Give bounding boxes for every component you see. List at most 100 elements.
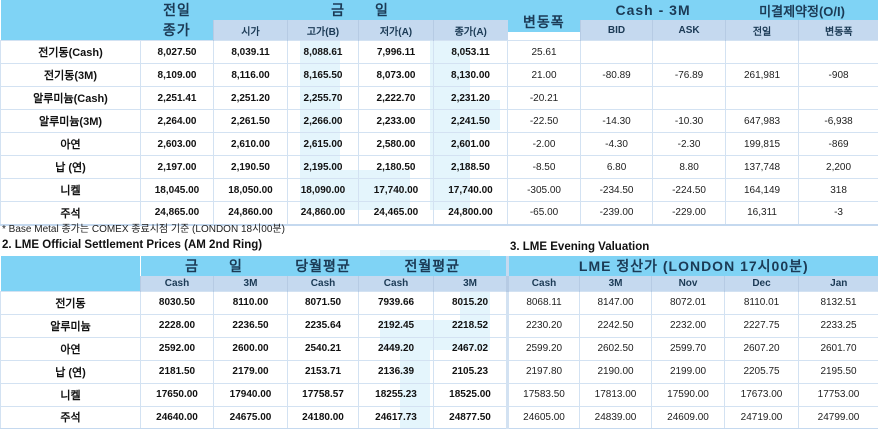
open: 18,050.00 — [213, 178, 288, 202]
low: 17,740.00 — [358, 178, 434, 202]
row-label: 니켈 — [0, 178, 141, 202]
header-prev-close-bottom: 종가 — [140, 20, 214, 41]
row-label: 전기동(Cash) — [0, 40, 141, 64]
open: 2,190.50 — [213, 155, 288, 179]
prev-month-3m: 2467.02 — [433, 336, 509, 361]
section2-title: 2. LME Official Settlement Prices (AM 2n… — [2, 239, 263, 251]
eval-jan: 2233.25 — [798, 313, 878, 338]
bid: -4.30 — [580, 132, 654, 156]
header-today-cash: Cash — [140, 276, 214, 291]
low: 24,465.00 — [358, 201, 434, 226]
table-row: 니켈 18,045.00 18,050.00 18,090.00 17,740.… — [0, 178, 878, 202]
oi-change: -908 — [798, 63, 878, 87]
low: 2,580.00 — [358, 132, 434, 156]
eval-cash: 8068.11 — [506, 290, 581, 315]
oi-prev — [725, 40, 800, 64]
close: 2,231.20 — [433, 86, 508, 110]
header-high: 고가(B) — [287, 20, 359, 41]
ask: -229.00 — [652, 201, 727, 226]
close: 2,601.00 — [433, 132, 508, 156]
oi-change: -6,938 — [798, 109, 878, 133]
header-prev-month-avg: 전월평균 — [358, 256, 508, 276]
section3-title: 3. LME Evening Valuation — [510, 241, 650, 253]
today-3m: 2236.50 — [212, 313, 289, 338]
low: 8,073.00 — [358, 63, 434, 87]
eval-3m: 2602.50 — [579, 336, 653, 361]
prev-close: 24,865.00 — [140, 201, 214, 226]
today-cash: 2181.50 — [140, 359, 214, 384]
table-row: 납 (연) 2,197.00 2,190.50 2,195.00 2,180.5… — [0, 155, 878, 179]
bid: -80.89 — [580, 63, 654, 87]
row-label: 납 (연) — [0, 359, 141, 384]
open: 2,251.20 — [213, 86, 288, 110]
prev-close: 18,045.00 — [140, 178, 214, 202]
settlement-valuation-table: 금 일 당월평균 전월평균 LME 정산가 (LONDON 17시00분) Ca… — [0, 256, 878, 429]
eval-3m: 2190.00 — [579, 359, 653, 384]
today-3m: 2179.00 — [212, 359, 289, 384]
prev-month-3m: 2105.23 — [433, 359, 509, 384]
high: 2,255.70 — [287, 86, 359, 110]
prev-close: 2,251.41 — [140, 86, 214, 110]
eval-nov: 17590.00 — [651, 382, 726, 407]
eval-dec: 17673.00 — [724, 382, 800, 407]
prev-month-cash: 2136.39 — [358, 359, 435, 384]
ask: 8.80 — [652, 155, 727, 179]
header-prev-close-top: 전일 — [140, 0, 214, 20]
row-label: 전기동 — [0, 290, 141, 315]
header-month-avg-cash: Cash — [287, 276, 359, 291]
eval-nov: 2599.70 — [651, 336, 726, 361]
oi-prev: 199,815 — [725, 132, 800, 156]
eval-3m: 24839.00 — [579, 405, 653, 429]
header-eval-nov: Nov — [651, 276, 725, 291]
month-avg-cash: 17758.57 — [287, 382, 360, 407]
eval-cash: 2599.20 — [506, 336, 581, 361]
eval-3m: 2242.50 — [579, 313, 653, 338]
today-3m: 17940.00 — [212, 382, 289, 407]
eval-3m: 8147.00 — [579, 290, 653, 315]
header-close: 종가(A) — [433, 20, 508, 41]
today-cash: 2228.00 — [140, 313, 214, 338]
header-eval-3m: 3M — [579, 276, 652, 291]
header-today: 금 일 — [213, 0, 581, 20]
eval-dec: 2227.75 — [724, 313, 800, 338]
high: 2,195.00 — [287, 155, 359, 179]
oi-change: -869 — [798, 132, 878, 156]
eval-jan: 2601.70 — [798, 336, 878, 361]
header-prev-month-cash: Cash — [358, 276, 434, 291]
close: 2,188.50 — [433, 155, 508, 179]
header-today-3m: 3M — [212, 276, 288, 291]
low: 2,180.50 — [358, 155, 434, 179]
eval-cash: 2230.20 — [506, 313, 581, 338]
header-low: 저가(A) — [358, 20, 434, 41]
high: 2,615.00 — [287, 132, 359, 156]
row-label: 주석 — [0, 201, 141, 226]
header-blank — [0, 256, 141, 291]
table-row: 전기동(Cash) 8,027.50 8,039.11 8,088.61 7,9… — [0, 40, 878, 64]
today-3m: 2600.00 — [212, 336, 289, 361]
eval-dec: 2607.20 — [724, 336, 800, 361]
today-cash: 8030.50 — [140, 290, 214, 315]
header-open-interest: 미결제약정(O/I) — [725, 0, 878, 20]
close: 8,130.00 — [433, 63, 508, 87]
row-label: 주석 — [0, 405, 141, 429]
eval-jan: 17753.00 — [798, 382, 878, 407]
prev-month-cash: 2449.20 — [358, 336, 435, 361]
oi-change: 2,200 — [798, 155, 878, 179]
low: 2,222.70 — [358, 86, 434, 110]
month-avg-cash: 2153.71 — [287, 359, 360, 384]
header-lme-valuation: LME 정산가 (LONDON 17시00분) — [506, 256, 878, 276]
eval-dec: 24719.00 — [724, 405, 800, 429]
change: -8.50 — [506, 155, 582, 179]
today-3m: 24675.00 — [212, 405, 289, 429]
bid: 6.80 — [580, 155, 654, 179]
eval-cash: 17583.50 — [506, 382, 581, 407]
bid: -234.50 — [580, 178, 654, 202]
close: 8,053.11 — [433, 40, 508, 64]
header-eval-jan: Jan — [798, 276, 878, 291]
ask: -10.30 — [652, 109, 727, 133]
high: 8,165.50 — [287, 63, 359, 87]
row-label: 납 (연) — [0, 155, 141, 179]
ask — [652, 86, 727, 110]
eval-3m: 17813.00 — [579, 382, 653, 407]
oi-prev: 16,311 — [725, 201, 800, 226]
